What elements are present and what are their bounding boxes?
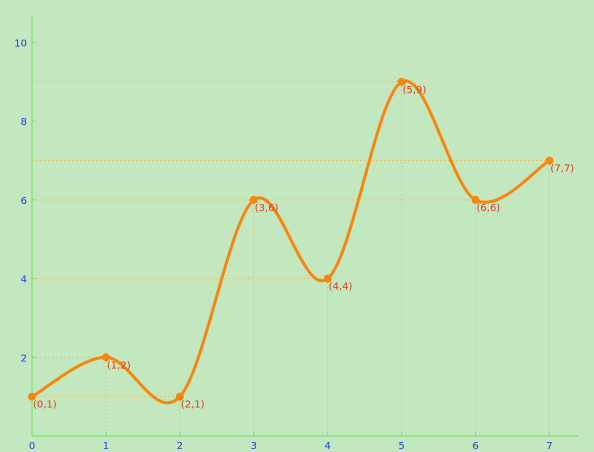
data-label: (2,1) xyxy=(181,400,205,411)
y-axis-ticks: 2 4 6 8 10 xyxy=(14,39,36,364)
data-point xyxy=(28,392,36,401)
y-tick-label: 8 xyxy=(21,117,27,128)
x-tick-label: 0 xyxy=(29,441,35,452)
data-point xyxy=(397,77,406,86)
data-label: (7,7) xyxy=(550,164,574,175)
x-tick-label: 4 xyxy=(324,441,330,452)
x-axis-ticks: 0 1 2 3 4 5 6 7 xyxy=(29,432,553,452)
data-point xyxy=(323,274,332,283)
y-tick-label: 6 xyxy=(21,196,27,207)
axes xyxy=(31,15,579,437)
data-label: (6,6) xyxy=(477,203,501,214)
y-tick-label: 2 xyxy=(21,353,27,364)
x-tick-label: 7 xyxy=(546,441,552,452)
series-path xyxy=(30,79,551,405)
x-tick-label: 2 xyxy=(177,441,183,452)
y-tick-label: 4 xyxy=(21,275,27,286)
data-point xyxy=(175,392,184,401)
x-tick-label: 3 xyxy=(251,441,257,452)
data-label: (3,6) xyxy=(255,203,279,214)
data-labels: (0,1) (1,2) (2,1) (3,6) (4,4) (5,9) (6,6) (7,7) xyxy=(33,85,574,411)
x-tick-label: 1 xyxy=(103,441,109,452)
data-point xyxy=(545,156,554,165)
data-label: (5,9) xyxy=(403,85,427,96)
data-points xyxy=(28,77,554,401)
data-point xyxy=(471,195,480,204)
x-tick-label: 5 xyxy=(398,441,404,452)
data-point xyxy=(249,195,258,204)
data-point xyxy=(101,353,110,362)
x-tick-label: 6 xyxy=(472,441,478,452)
data-label: (0,1) xyxy=(33,400,57,411)
data-label: (4,4) xyxy=(329,282,353,293)
series-line xyxy=(30,79,551,405)
y-tick-label: 10 xyxy=(14,39,27,50)
guide-lines xyxy=(31,81,550,436)
data-label: (1,2) xyxy=(107,360,131,371)
